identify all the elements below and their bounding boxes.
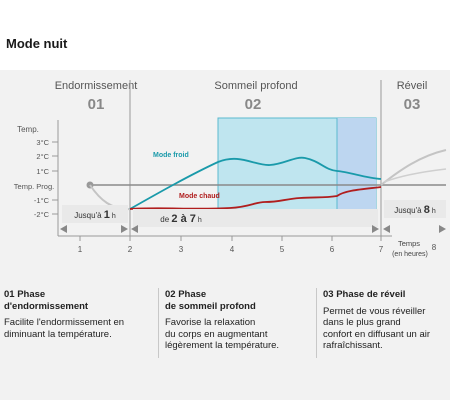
arrow-left-icon (131, 225, 138, 233)
phase-2-description: 02 Phase de sommeil profond Favorise la … (165, 289, 310, 352)
x-axis-label: Temps (398, 239, 420, 248)
duration-phase-3: Jusqu'à 8 h (394, 204, 436, 216)
arrow-right-icon (372, 225, 379, 233)
duration-band-1 (62, 205, 128, 223)
x-tick-label: 7 (379, 245, 384, 254)
phase-3-heading: 03 Phase de réveil (323, 289, 406, 300)
x-tick-label: 8 (432, 243, 437, 252)
phase-3-description: 03 Phase de réveil Permet de vous réveil… (323, 289, 448, 352)
arrow-right-icon (121, 225, 128, 233)
x-axis-unit: (en heures) (392, 251, 428, 258)
duration-phase-2: de 2 à 7 h (160, 213, 202, 225)
arrow-left-icon (383, 225, 390, 233)
cold-mode-label: Mode froid (153, 152, 189, 159)
phase-3-name: Réveil (397, 80, 428, 92)
x-tick-label: 5 (280, 245, 285, 254)
phase-1-number: 01 (88, 96, 105, 113)
phase-2-heading: 02 Phase de sommeil profond (165, 289, 256, 312)
x-tick-label: 1 (78, 245, 83, 254)
phase-1-description: 01 Phase d'endormissement Facilite l'end… (4, 289, 154, 340)
duration-band-3 (384, 200, 446, 218)
column-divider (158, 288, 159, 358)
phase-2-body: Favorise la relaxation du corps en augme… (165, 317, 280, 351)
y-tick-label: 3°C (36, 138, 49, 147)
column-divider (316, 288, 317, 358)
phase-2-name: Sommeil profond (214, 80, 297, 92)
x-tick-label: 3 (179, 245, 184, 254)
phase-1-body: Facilite l'endormissement en diminuant l… (4, 317, 125, 340)
y-tick-label: 2°C (36, 152, 49, 161)
title-band: Mode nuit (0, 0, 450, 70)
y-axis-label: Temp. (17, 125, 39, 134)
cold-mode-curve (129, 156, 382, 210)
wake-curve-lower (383, 168, 447, 183)
phase-3-number: 03 (404, 96, 421, 113)
arrow-right-icon (439, 225, 446, 233)
night-mode-diagram: Endormissement 01 Sommeil profond 02 Rév… (14, 80, 447, 258)
y-tick-label: 1°C (36, 167, 49, 176)
y-tick-label: -1°C (34, 196, 50, 205)
phase-1-name: Endormissement (55, 80, 138, 92)
duration-band-2 (133, 209, 378, 227)
y-tick-label: -2°C (34, 210, 50, 219)
page-title: Mode nuit (6, 36, 68, 51)
hot-mode-label: Mode chaud (179, 193, 220, 200)
x-tick-label: 4 (230, 245, 235, 254)
phase-2-number: 02 (245, 96, 262, 113)
x-tick-label: 2 (128, 245, 133, 254)
pre-wake-zone (337, 118, 376, 216)
phase-3-body: Permet de vous réveiller dans le plus gr… (323, 305, 431, 352)
duration-phase-1: Jusqu'à 1 h (74, 209, 116, 221)
hot-mode-curve (129, 186, 382, 210)
x-tick-label: 6 (330, 245, 335, 254)
arrow-left-icon (60, 225, 67, 233)
phase-1-heading: 01 Phase d'endormissement (4, 289, 89, 312)
program-temp-label: Temp. Prog. (14, 182, 54, 191)
